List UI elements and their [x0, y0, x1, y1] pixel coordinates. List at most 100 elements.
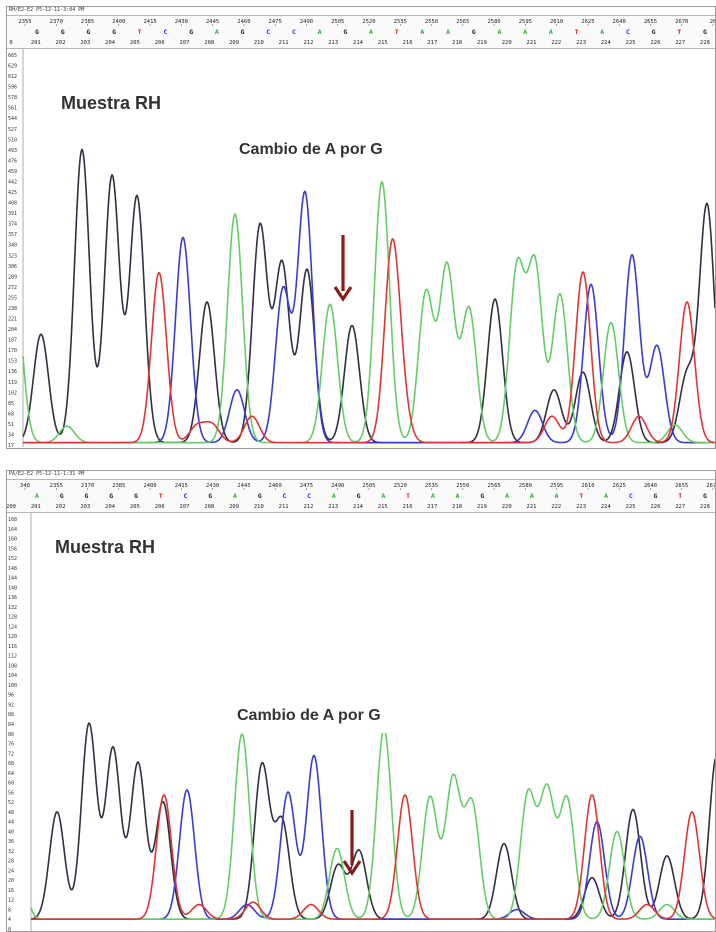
position-label: 206	[155, 40, 165, 46]
position-label: 225	[626, 504, 636, 510]
mutation-arrowhead	[342, 860, 362, 876]
position-label: 214	[353, 504, 364, 510]
base-call: G	[258, 492, 262, 500]
y-tick-label: 44	[8, 820, 14, 826]
base-call: T	[677, 28, 681, 36]
scan-tick-label: 2595	[519, 19, 532, 25]
base-call: A	[456, 492, 460, 500]
y-tick-label: 164	[8, 527, 17, 533]
base-call: C	[629, 492, 633, 500]
y-tick-label: 84	[8, 722, 14, 728]
position-label: 221	[527, 504, 537, 510]
base-call: T	[406, 492, 410, 500]
scan-tick-label: 2625	[581, 19, 594, 25]
mutation-annotation: Cambio de A por G	[207, 699, 411, 733]
sequence-header-svg: 340 2355 2370 2385 2400 2415 2430 2445 2460 2475 2…	[7, 483, 715, 510]
scan-tick-label: 2655	[644, 19, 657, 25]
position-label: 207	[180, 504, 190, 510]
base-call: G	[703, 28, 707, 36]
y-tick-label: 160	[8, 537, 17, 543]
panel-header-text: RH/E2-E2 P5-12-11-3:04 PM	[9, 7, 85, 13]
y-tick-label: 578	[8, 95, 17, 101]
y-tick-label: 119	[8, 380, 17, 386]
scan-tick-label: 2355	[18, 19, 31, 25]
position-label: 220	[502, 40, 512, 46]
position-label: 227	[675, 504, 685, 510]
sample-label: Muestra RH	[55, 91, 168, 116]
base-call: A	[446, 28, 450, 36]
base-call: T	[138, 28, 142, 36]
position-label: 216	[403, 40, 413, 46]
y-tick-label: 92	[8, 702, 14, 708]
scan-tick-label: 2655	[675, 483, 688, 489]
scan-tick-label: 2610	[550, 19, 563, 25]
base-call: C	[164, 28, 168, 36]
y-tick-label: 156	[8, 546, 17, 552]
scan-tick-label: 2490	[331, 483, 344, 489]
base-call: A	[530, 492, 534, 500]
y-tick-label: 0	[8, 927, 11, 931]
base-call: A	[318, 28, 322, 36]
scan-tick-label: 2445	[237, 483, 250, 489]
position-label: 203	[80, 504, 90, 510]
position-label: 201	[31, 40, 41, 46]
position-label: 203	[80, 40, 90, 46]
trace-A	[22, 180, 715, 444]
scan-tick-label: 2400	[112, 19, 125, 25]
base-call: G	[112, 28, 116, 36]
base-call: G	[241, 28, 245, 36]
position-label: 211	[279, 40, 289, 46]
position-label: 208	[204, 40, 214, 46]
position-label: 228	[700, 504, 710, 510]
base-call: G	[208, 492, 212, 500]
base-call: C	[183, 492, 187, 500]
scan-tick-label: 2595	[550, 483, 563, 489]
base-call: T	[678, 492, 682, 500]
position-label: 204	[105, 504, 116, 510]
base-call: G	[654, 492, 658, 500]
y-tick-label: 357	[8, 232, 17, 238]
scan-tick-label: 2520	[394, 483, 407, 489]
scan-tick-label: 2565	[456, 19, 469, 25]
y-tick-label: 34	[8, 432, 14, 438]
position-label: 222	[551, 504, 561, 510]
y-tick-label: 425	[8, 190, 17, 196]
y-tick-label: 88	[8, 712, 14, 718]
position-label: 222	[551, 40, 561, 46]
y-tick-label: 108	[8, 663, 17, 669]
y-tick-label: 665	[8, 53, 17, 59]
y-tick-label: 76	[8, 742, 14, 748]
trace-G	[22, 148, 715, 444]
base-call: A	[505, 492, 509, 500]
trace-A	[30, 728, 715, 920]
position-label: 215	[378, 40, 388, 46]
base-call: A	[233, 492, 237, 500]
scan-tick-label: 2550	[425, 19, 438, 25]
y-tick-label: 104	[8, 673, 17, 679]
y-tick-label: 561	[8, 106, 17, 112]
base-call: C	[282, 492, 286, 500]
y-tick-label: 140	[8, 585, 17, 591]
y-tick-label: 68	[8, 411, 14, 417]
position-label: 205	[130, 40, 140, 46]
position-label: 221	[527, 40, 537, 46]
y-tick-label: 124	[8, 624, 17, 630]
y-tick-label: 187	[8, 338, 17, 344]
base-call: G	[480, 492, 484, 500]
scan-tick-label: 340	[20, 483, 30, 489]
position-label: 207	[180, 40, 190, 46]
scan-tick-label: 2355	[50, 483, 63, 489]
y-tick-label: 168	[8, 517, 17, 523]
y-tick-label: 8	[8, 907, 11, 913]
trace-G	[30, 722, 715, 920]
mutation-annotation: Cambio de A por G	[233, 139, 389, 161]
base-call: G	[472, 28, 476, 36]
y-tick-label: 442	[8, 179, 17, 185]
scan-tick-label: 26	[710, 19, 715, 25]
base-call: A	[420, 28, 424, 36]
y-tick-label: 476	[8, 158, 17, 164]
position-label: 209	[229, 504, 239, 510]
position-label: 210	[254, 40, 264, 46]
scan-tick-label: 2430	[175, 19, 188, 25]
position-label: 226	[650, 504, 660, 510]
